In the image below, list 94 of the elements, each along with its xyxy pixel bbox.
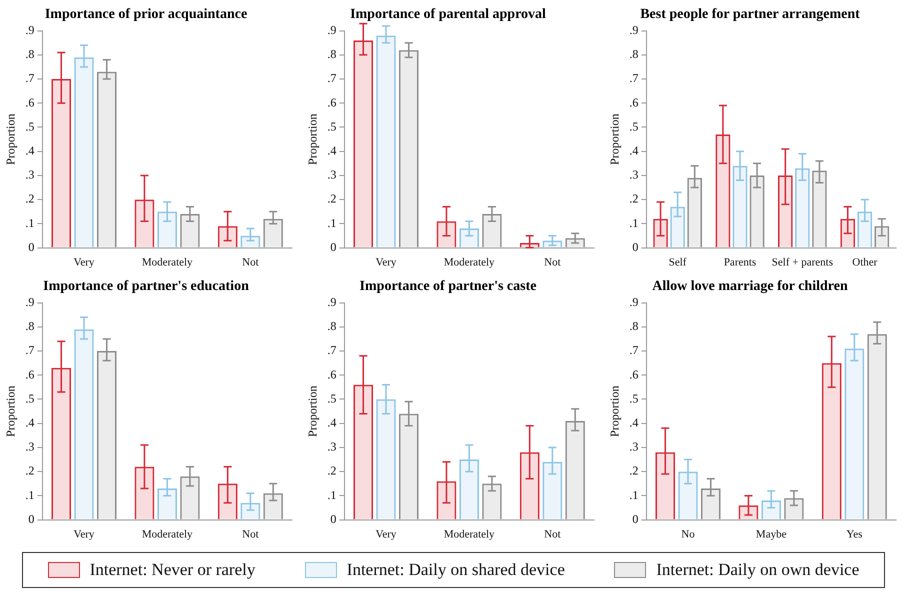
y-tick-label: .5: [327, 391, 336, 406]
y-tick-label: .6: [25, 95, 34, 110]
y-tick-label: .9: [327, 294, 336, 309]
y-tick-label: 0: [632, 240, 638, 254]
y-tick-label: .1: [25, 488, 34, 502]
y-tick-label: .3: [629, 168, 638, 182]
x-tick-label: Not: [242, 256, 259, 268]
y-tick-label: .5: [629, 391, 638, 406]
y-tick-label: .4: [327, 416, 336, 430]
y-tick-label: .2: [327, 192, 336, 206]
y-tick-label: .3: [629, 440, 638, 454]
y-tick-label: .2: [629, 192, 638, 206]
y-tick-label: .1: [327, 488, 336, 502]
y-tick-label: .4: [25, 416, 34, 430]
y-tick-label: 0: [330, 512, 336, 526]
y-tick-label: .7: [629, 343, 638, 358]
y-axis-title: Proportion: [305, 386, 320, 437]
y-axis-title: Proportion: [607, 386, 622, 437]
y-axis-title: Proportion: [607, 114, 622, 165]
y-tick-label: .6: [25, 367, 34, 382]
y-tick-label: .4: [327, 144, 336, 158]
y-tick-label: .6: [327, 95, 336, 110]
x-tick-label: Not: [242, 528, 259, 540]
y-tick-label: .2: [327, 464, 336, 478]
y-tick-label: .5: [25, 119, 34, 134]
y-tick-label: .5: [25, 391, 34, 406]
y-tick-label: .5: [629, 119, 638, 134]
legend-label: Internet: Daily on shared device: [346, 560, 565, 580]
y-tick-label: 0: [632, 512, 638, 526]
y-tick-label: .7: [629, 71, 638, 86]
x-tick-label: Not: [544, 256, 561, 268]
y-tick-label: .6: [629, 95, 638, 110]
y-tick-label: .3: [25, 440, 34, 454]
y-tick-label: .1: [629, 216, 638, 230]
y-tick-label: .6: [327, 367, 336, 382]
x-tick-label: Very: [376, 528, 397, 540]
y-tick-label: .7: [327, 343, 336, 358]
chart-title: Allow love marriage for children: [652, 279, 848, 294]
chart-title: Importance of partner's caste: [360, 279, 536, 294]
y-tick-label: .2: [25, 464, 34, 478]
x-tick-label: Self: [668, 256, 687, 268]
x-tick-label: Very: [376, 256, 397, 268]
y-tick-label: 0: [28, 240, 34, 254]
x-tick-label: Parents: [724, 256, 756, 268]
y-tick-label: .2: [25, 192, 34, 206]
legend-label: Internet: Daily on own device: [656, 560, 860, 580]
x-tick-label: No: [681, 528, 696, 540]
legend-label: Internet: Never or rarely: [90, 560, 256, 580]
y-tick-label: .8: [25, 47, 34, 62]
y-tick-label: .8: [327, 319, 336, 334]
x-tick-label: Moderately: [142, 528, 194, 540]
chart-title: Importance of prior acquaintance: [44, 7, 248, 22]
y-tick-label: .2: [629, 464, 638, 478]
y-tick-label: .7: [25, 343, 34, 358]
y-tick-label: .9: [25, 294, 34, 309]
y-tick-label: 0: [330, 240, 336, 254]
y-tick-label: .9: [25, 22, 34, 37]
chart-title: Importance of parental approval: [350, 7, 546, 22]
chart-title: Best people for partner arrangement: [640, 7, 860, 22]
x-tick-label: Not: [544, 528, 561, 540]
y-tick-label: .3: [327, 440, 336, 454]
y-axis-title: Proportion: [3, 386, 18, 437]
y-tick-label: .1: [327, 216, 336, 230]
y-tick-label: .7: [327, 71, 336, 86]
x-tick-label: Moderately: [444, 256, 496, 268]
y-tick-label: .1: [25, 216, 34, 230]
x-tick-label: Moderately: [444, 528, 496, 540]
y-tick-label: .7: [25, 71, 34, 86]
y-tick-label: .9: [327, 22, 336, 37]
y-tick-label: .6: [629, 367, 638, 382]
y-tick-label: .9: [629, 294, 638, 309]
chart-title: Importance of partner's education: [43, 279, 250, 294]
y-tick-label: .4: [629, 144, 638, 158]
y-tick-label: .8: [25, 319, 34, 334]
x-tick-label: Self + parents: [772, 256, 833, 268]
y-axis-title: Proportion: [305, 114, 320, 165]
x-tick-label: Moderately: [142, 256, 194, 268]
y-tick-label: .3: [25, 168, 34, 182]
y-tick-label: .1: [629, 488, 638, 502]
y-tick-label: 0: [28, 512, 34, 526]
y-axis-title: Proportion: [3, 114, 18, 165]
y-tick-label: .4: [25, 144, 34, 158]
y-tick-label: .9: [629, 22, 638, 37]
x-tick-label: Maybe: [756, 528, 787, 540]
y-tick-label: .8: [629, 47, 638, 62]
x-tick-label: Other: [852, 256, 878, 268]
x-tick-label: Very: [74, 256, 95, 268]
y-tick-label: .5: [327, 119, 336, 134]
y-tick-label: .4: [629, 416, 638, 430]
y-tick-label: .8: [629, 319, 638, 334]
y-tick-label: .8: [327, 47, 336, 62]
y-tick-label: .3: [327, 168, 336, 182]
x-tick-label: Very: [74, 528, 95, 540]
x-tick-label: Yes: [846, 528, 862, 540]
